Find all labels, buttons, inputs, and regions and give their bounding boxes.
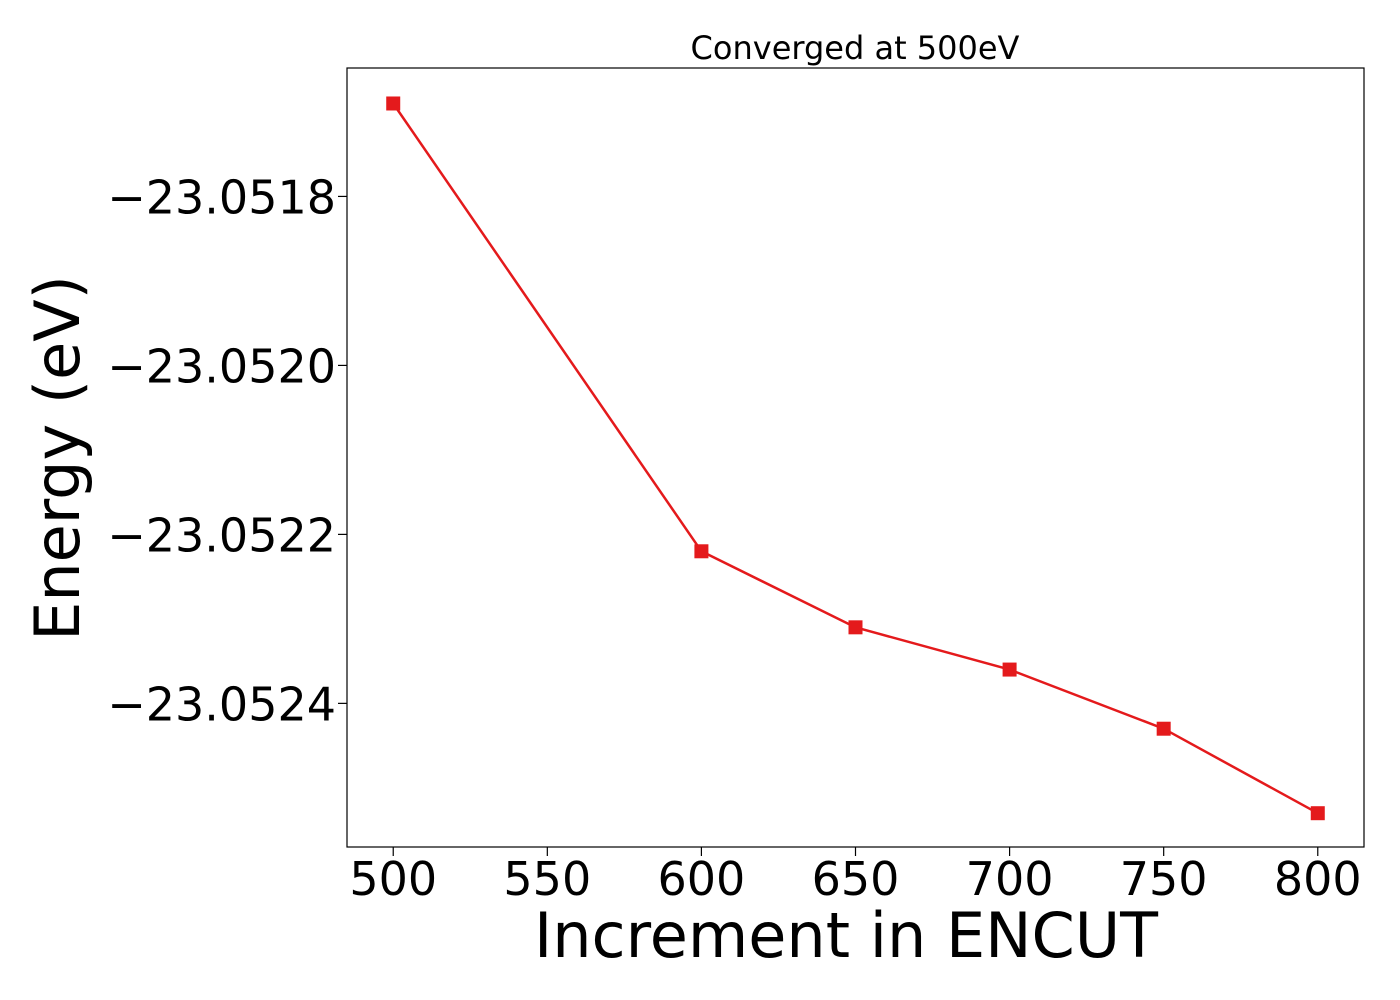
y-tick-label: −23.0524 [107,677,336,731]
x-axis-label: Increment in ENCUT [534,899,1159,972]
y-tick-label: −23.0520 [107,339,336,393]
x-tick-label: 800 [1274,852,1362,906]
x-tick-label: 700 [966,852,1054,906]
data-point-marker [1310,806,1325,821]
data-point-marker [848,620,863,635]
data-point-marker [694,544,709,559]
series-line [392,102,1319,815]
chart-title: Converged at 500eV [691,29,1020,67]
data-point-marker [1156,721,1171,736]
x-tick-label: 550 [503,852,591,906]
x-tick-label: 500 [349,852,437,906]
data-point-marker [1002,662,1017,677]
axis-ticks: 500 550 600 650 700 750 800 −23.0518 −23.0520 −23… [107,170,1361,906]
y-tick-label: −23.0522 [107,508,336,562]
y-tick-label: −23.0518 [107,170,336,224]
x-tick-label: 650 [812,852,900,906]
series-layer [386,96,1325,821]
x-tick-label: 750 [1120,852,1208,906]
x-tick-label: 600 [658,852,746,906]
data-point-marker [386,96,401,111]
y-axis-label: Energy (eV) [21,275,94,641]
plot-frame [346,67,1365,848]
